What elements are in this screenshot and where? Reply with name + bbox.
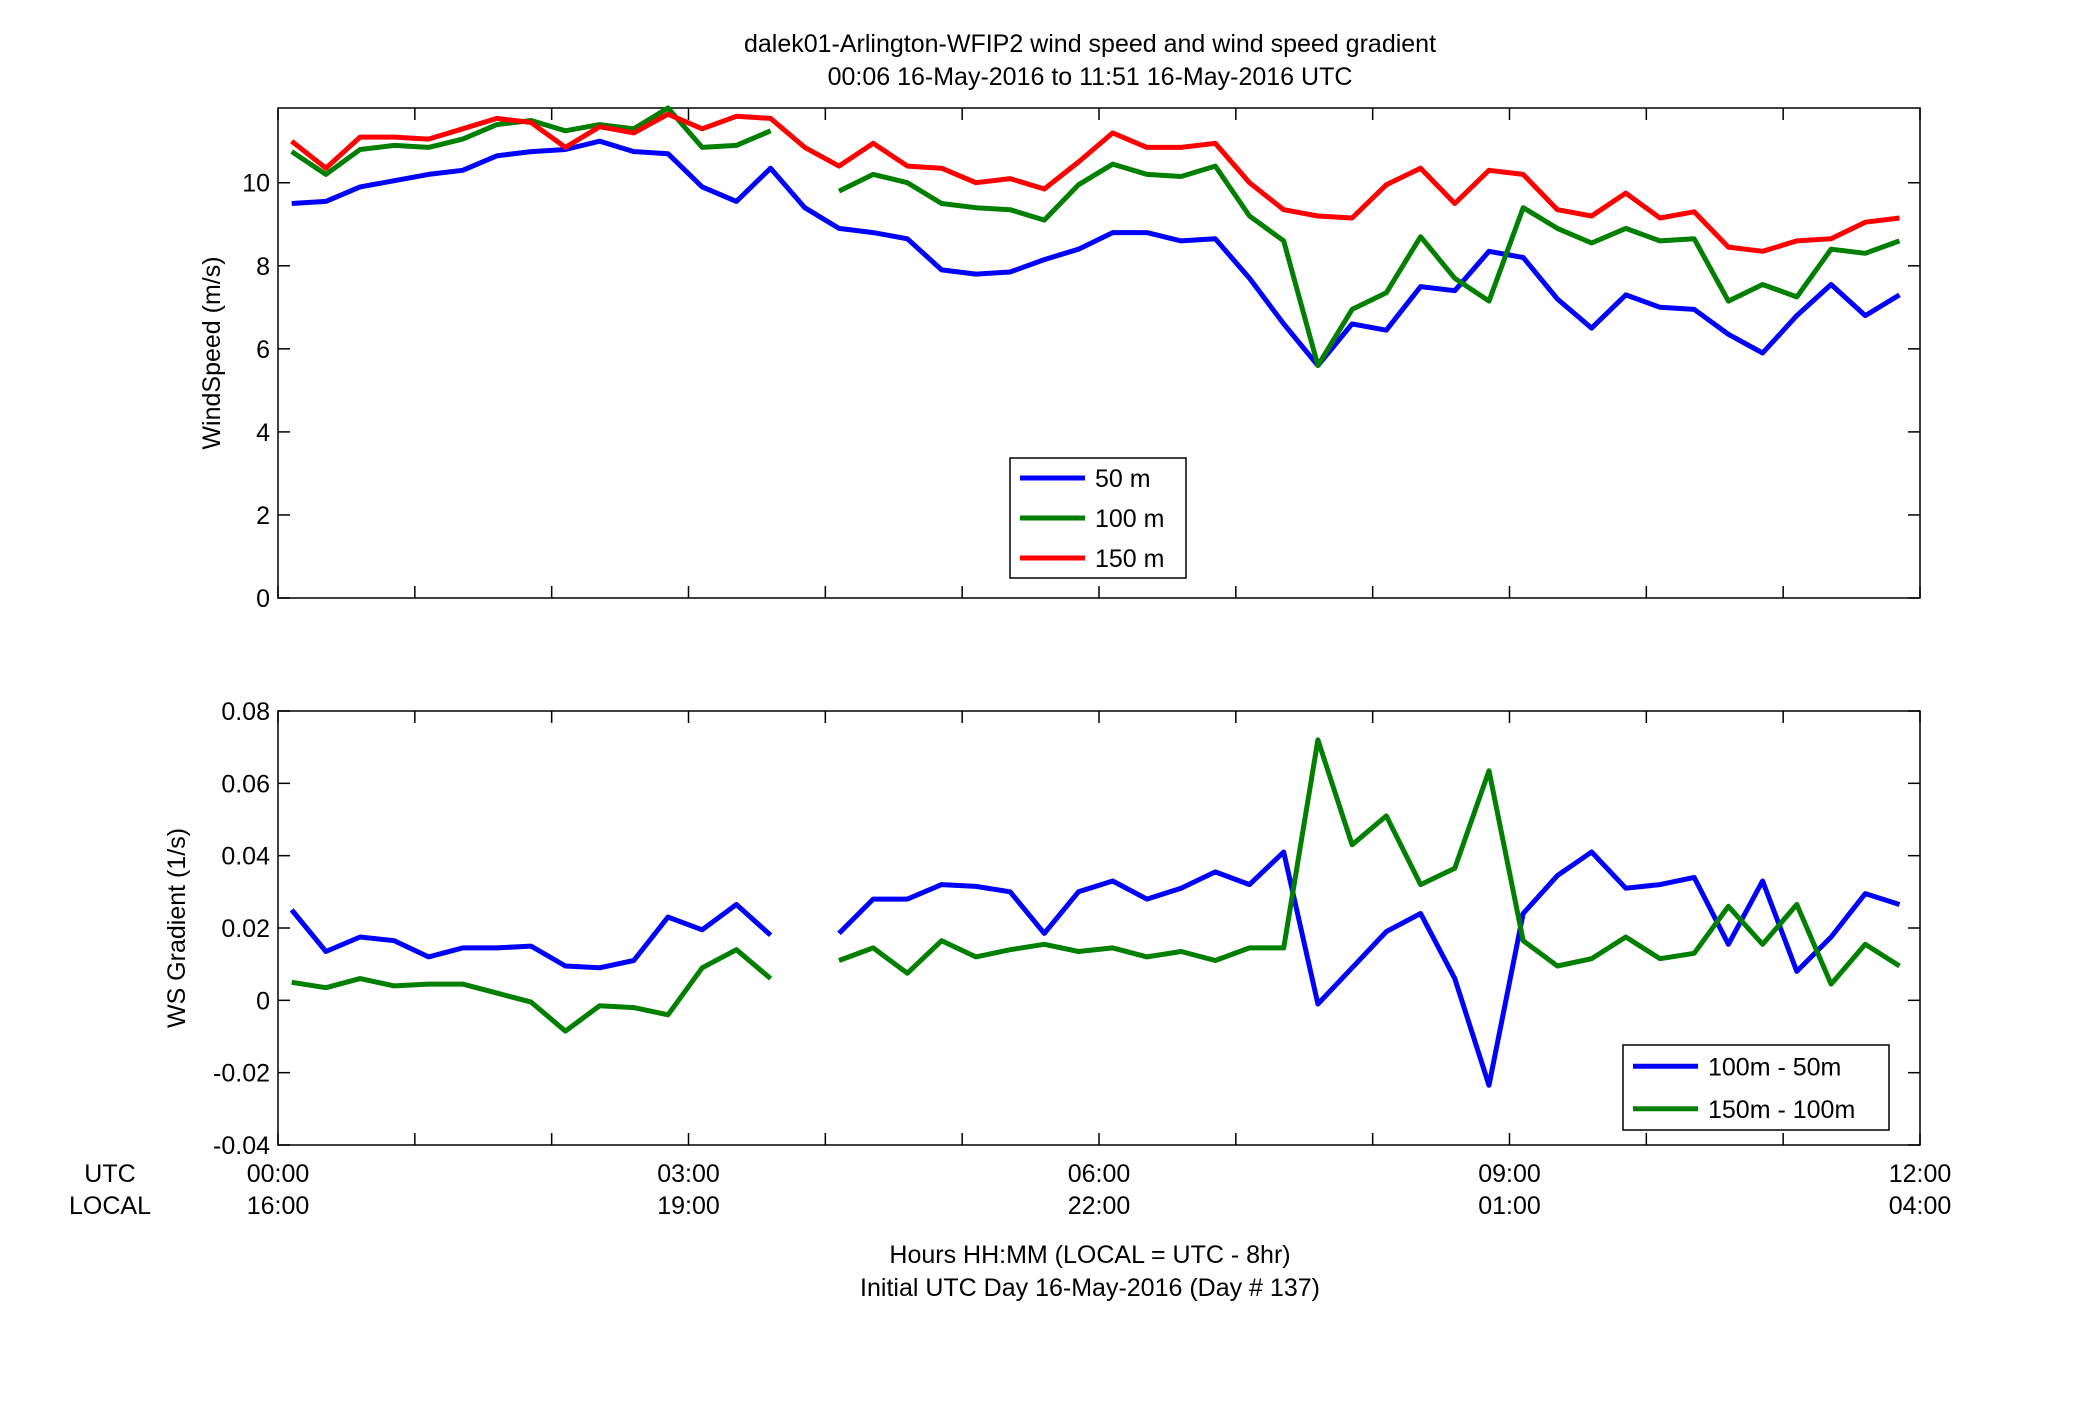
windspeed-y-axis: 0 2 4 6 8 10 <box>242 170 1920 613</box>
x-tick-label-local: 04:00 <box>1889 1192 1952 1220</box>
x-axis-sublabel: Initial UTC Day 16-May-2016 (Day # 137) <box>860 1274 1320 1302</box>
x-tick-label-utc: 06:00 <box>1068 1160 1131 1188</box>
legend-label: 150m - 100m <box>1708 1096 1855 1124</box>
x-tick-label-local: 22:00 <box>1068 1192 1131 1220</box>
y-tick-label: 0.06 <box>221 770 270 798</box>
x-tick-label-local: 19:00 <box>657 1192 720 1220</box>
series-line <box>838 737 1901 987</box>
x-tick-label-utc: 09:00 <box>1478 1160 1541 1188</box>
windspeed-legend: 50 m 100 m 150 m <box>1009 457 1187 579</box>
legend-label: 100 m <box>1095 505 1164 533</box>
legend-label: 150 m <box>1095 545 1164 573</box>
y-tick-label: 6 <box>256 336 270 364</box>
x-tick-label-local: 16:00 <box>247 1192 310 1220</box>
y-tick-label: -0.04 <box>213 1132 270 1160</box>
y-tick-label: 0.02 <box>221 915 270 943</box>
y-tick-label: 8 <box>256 253 270 281</box>
y-tick-label: 0 <box>256 585 270 613</box>
y-tick-label: 2 <box>256 502 270 530</box>
series-line <box>291 947 773 1034</box>
series-line <box>290 111 1900 254</box>
y-tick-label: 10 <box>242 170 270 198</box>
y-tick-label: -0.02 <box>213 1060 270 1088</box>
chart-subtitle: 00:06 16-May-2016 to 11:51 16-May-2016 U… <box>828 63 1353 91</box>
x-tick-label-local: 01:00 <box>1478 1192 1541 1220</box>
y-tick-label: 4 <box>256 419 270 447</box>
chart-title: dalek01-Arlington-WFIP2 wind speed and w… <box>744 30 1436 58</box>
windspeed-series <box>290 105 1901 368</box>
windspeed-y-label: WindSpeed (m/s) <box>198 256 226 449</box>
local-row-label: LOCAL <box>69 1192 151 1220</box>
x-tick-label-utc: 00:00 <box>247 1160 310 1188</box>
local-time-axis: 16:00 19:00 22:00 01:00 04:00 <box>247 1192 1952 1220</box>
x-tick-label-utc: 12:00 <box>1889 1160 1952 1188</box>
utc-row-label: UTC <box>84 1160 135 1188</box>
series-line <box>290 105 772 177</box>
series-line <box>289 902 773 971</box>
gradient-y-axis: -0.04 -0.02 0 0.02 0.04 0.06 0.08 <box>213 698 1920 1160</box>
legend-label: 50 m <box>1095 465 1151 493</box>
legend-label: 100m - 50m <box>1708 1053 1841 1081</box>
gradient-x-axis: 00:00 03:00 06:00 09:00 12:00 <box>247 711 1952 1188</box>
x-axis-label: Hours HH:MM (LOCAL = UTC - 8hr) <box>889 1241 1290 1269</box>
gradient-chart: -0.04 -0.02 0 0.02 0.04 0.06 0.08 00:00 03:00 06… <box>163 698 1951 1188</box>
gradient-legend: 100m - 50m 150m - 100m <box>1622 1044 1890 1131</box>
series-line <box>291 138 1901 368</box>
y-tick-label: 0 <box>256 987 270 1015</box>
y-tick-label: 0.04 <box>221 843 270 871</box>
series-line <box>837 161 1901 368</box>
series-line <box>837 849 1901 1088</box>
y-tick-label: 0.08 <box>221 698 270 726</box>
legend-box <box>1622 1044 1890 1131</box>
gradient-series <box>289 737 1901 1088</box>
windspeed-chart: 0 2 4 6 8 10 WindSpeed (m/s) 50 m 100 m 150 m <box>198 105 1921 613</box>
gradient-y-label: WS Gradient (1/s) <box>163 828 191 1028</box>
windspeed-x-axis <box>277 108 1921 598</box>
x-tick-label-utc: 03:00 <box>657 1160 720 1188</box>
